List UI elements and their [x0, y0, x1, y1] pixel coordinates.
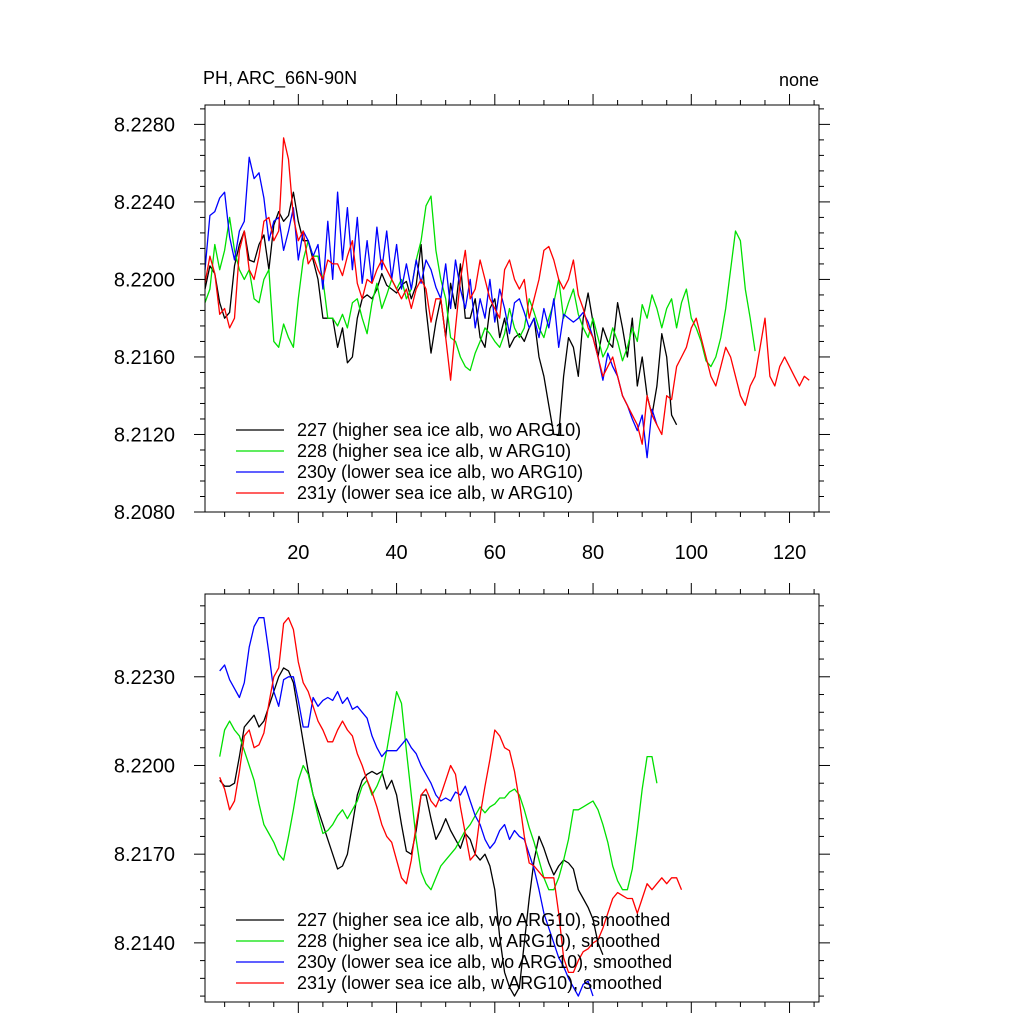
y-tick-label: 8.2230 [114, 667, 175, 689]
bottom-legend: 227 (higher sea ice alb, wo ARG10), smoo… [236, 910, 672, 993]
legend-label: 230y (lower sea ice alb, wo ARG10), smoo… [297, 952, 672, 972]
x-tick-label: 40 [385, 542, 407, 564]
y-tick-label: 8.2140 [114, 933, 175, 955]
series-line-1 [204, 195, 756, 372]
y-tick-label: 8.2240 [114, 192, 175, 214]
top-legend: 227 (higher sea ice alb, wo ARG10)228 (h… [236, 420, 583, 503]
y-tick-label: 8.2200 [114, 755, 175, 777]
y-tick-label: 8.2120 [114, 424, 175, 446]
top-series-lines [204, 137, 810, 459]
chart-title: PH, ARC_66N-90N [203, 68, 357, 89]
legend-label: 228 (higher sea ice alb, w ARG10), smoot… [297, 931, 660, 951]
y-tick-label: 8.2080 [114, 502, 175, 524]
top-plot-frame [204, 104, 820, 513]
x-tick-label: 100 [675, 542, 708, 564]
legend-label: 227 (higher sea ice alb, wo ARG10) [297, 420, 581, 440]
y-tick-label: 8.2160 [114, 347, 175, 369]
bottom-panel: 8.2140 8.2170 8.2200 8.2230 227 (higher sea… [114, 583, 830, 1013]
top-panel: 8.2080 8.2120 8.2160 8.2200 8.2240 8.2280 20 4… [114, 94, 830, 564]
legend-label: 231y (lower sea ice alb, w ARG10) [297, 483, 573, 503]
series-line-2 [204, 156, 658, 459]
bottom-plot-frame [204, 593, 820, 1003]
legend-label: 231y (lower sea ice alb, w ARG10), smoot… [297, 973, 662, 993]
bottom-y-tick-labels: 8.2140 8.2170 8.2200 8.2230 [114, 667, 175, 955]
series-line-3 [219, 617, 683, 974]
series-line-1 [219, 690, 658, 891]
chart-right-title: none [779, 70, 819, 90]
top-axis-ticks [194, 94, 830, 523]
legend-label: 230y (lower sea ice alb, wo ARG10) [297, 462, 583, 482]
top-y-tick-labels: 8.2080 8.2120 8.2160 8.2200 8.2240 8.2280 [114, 114, 175, 524]
y-tick-label: 8.2170 [114, 844, 175, 866]
series-line-0 [219, 667, 604, 997]
legend-label: 227 (higher sea ice alb, wo ARG10), smoo… [297, 910, 670, 930]
x-tick-label: 120 [773, 542, 806, 564]
x-tick-label: 60 [484, 542, 506, 564]
series-line-2 [219, 617, 594, 997]
y-tick-label: 8.2280 [114, 114, 175, 136]
y-tick-label: 8.2200 [114, 269, 175, 291]
x-tick-label: 80 [582, 542, 604, 564]
legend-label: 228 (higher sea ice alb, w ARG10) [297, 441, 571, 461]
bottom-axis-ticks [194, 583, 830, 1013]
series-line-3 [204, 137, 810, 445]
series-line-0 [204, 191, 678, 436]
bottom-series-lines [219, 617, 683, 997]
x-tick-label: 20 [287, 542, 309, 564]
top-x-tick-labels: 20 40 60 80 100 120 [287, 542, 806, 564]
